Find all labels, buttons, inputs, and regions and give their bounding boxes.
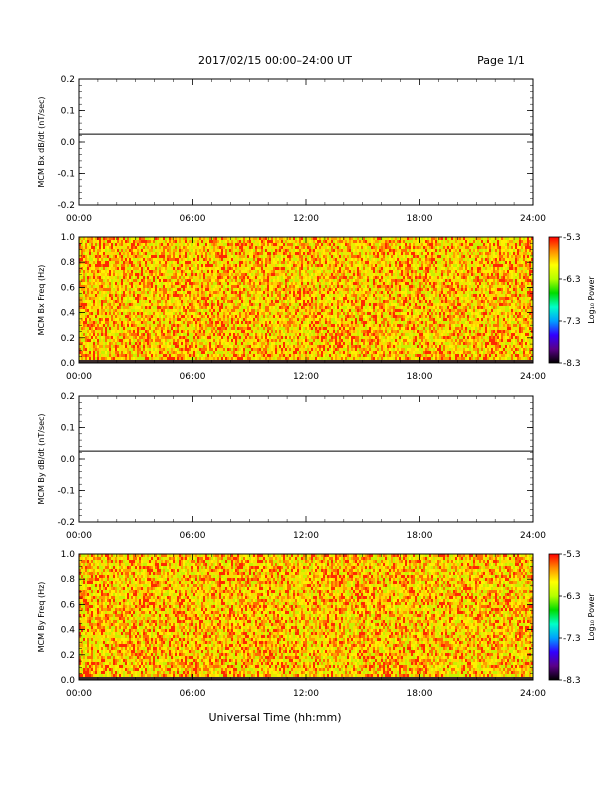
y-tick-label: 0.8	[61, 258, 76, 268]
y-tick-label: 0.0	[61, 676, 76, 686]
y-tick-label: 0.4	[61, 626, 76, 636]
y-tick-label: 0.0	[61, 138, 76, 148]
y-tick-label: 1.0	[61, 233, 76, 243]
y-tick-label: -0.1	[57, 487, 75, 497]
y-axis-label: MCM Bx dB/dt (nT/sec)	[37, 96, 46, 187]
y-tick-label: 0.6	[61, 600, 76, 610]
x-tick-label: 24:00	[520, 372, 546, 382]
spectrogram-cells	[79, 554, 533, 680]
colorbar-tick-label: -6.3	[563, 275, 581, 285]
colorbar-tick-label: -8.3	[563, 359, 581, 369]
y-axis-label: MCM By Freq (Hz)	[37, 582, 46, 653]
y-tick-label: 0.1	[61, 107, 75, 117]
colorbar	[549, 237, 559, 363]
y-tick-label: 0.2	[61, 334, 75, 344]
x-tick-label: 18:00	[407, 372, 433, 382]
x-tick-label: 12:00	[293, 689, 319, 699]
figure-title: 2017/02/15 00:00–24:00 UT	[198, 54, 352, 67]
x-tick-label: 18:00	[407, 689, 433, 699]
colorbar-tick-label: -5.3	[563, 233, 581, 243]
y-tick-label: -0.2	[57, 201, 75, 211]
x-tick-label: 24:00	[520, 689, 546, 699]
colorbar-label: Log₁₀ Power	[587, 593, 596, 641]
colorbar-tick-label: -6.3	[563, 592, 581, 602]
y-tick-label: -0.2	[57, 518, 75, 528]
y-tick-label: 0.8	[61, 575, 76, 585]
x-tick-label: 06:00	[180, 214, 206, 224]
colorbar	[549, 554, 559, 680]
x-tick-label: 06:00	[180, 372, 206, 382]
x-tick-label: 24:00	[520, 214, 546, 224]
panel-3: 0.2 0.1 0.0 -0.1 -0.2 00:00 06:00 12:00 18:00 24:…	[37, 392, 546, 541]
x-tick-label: 12:00	[293, 372, 319, 382]
x-tick-label: 18:00	[407, 214, 433, 224]
panel-4: -5.3 -6.3 -7.3 -8.3 Log₁₀ Power 1.0 0.8 0.6 0.4 0…	[37, 550, 596, 699]
plot-frame	[79, 396, 533, 522]
colorbar-tick-label: -5.3	[563, 550, 581, 560]
x-tick-label: 00:00	[66, 372, 92, 382]
x-tick-label: 24:00	[520, 531, 546, 541]
y-tick-label: 1.0	[61, 550, 76, 560]
y-tick-label: 0.2	[61, 651, 75, 661]
x-tick-label: 00:00	[66, 689, 92, 699]
colorbar-label: Log₁₀ Power	[587, 276, 596, 324]
x-tick-label: 00:00	[66, 214, 92, 224]
x-axis-label: Universal Time (hh:mm)	[209, 711, 342, 724]
colorbar-tick-label: -7.3	[563, 317, 581, 327]
x-tick-label: 06:00	[180, 689, 206, 699]
page-number: Page 1/1	[477, 54, 525, 67]
colorbar-tick-label: -7.3	[563, 634, 581, 644]
y-tick-label: 0.0	[61, 455, 76, 465]
y-tick-label: 0.2	[61, 75, 75, 85]
x-tick-label: 06:00	[180, 531, 206, 541]
panel-1: 0.2 0.1 0.0 -0.1 -0.2 00:00 06:00 12:00 18:00 24:…	[37, 75, 546, 224]
colorbar-tick-label: -8.3	[563, 676, 581, 686]
y-tick-label: 0.6	[61, 283, 76, 293]
y-tick-label: 0.4	[61, 309, 76, 319]
y-axis-label: MCM By dB/dt (nT/sec)	[37, 413, 46, 504]
y-axis-label: MCM Bx Freq (Hz)	[37, 265, 46, 336]
y-tick-label: 0.0	[61, 359, 76, 369]
panel-2: -5.3 -6.3 -7.3 -8.3 Log₁₀ Power 1.0 0.8 0.6 0.4 0…	[37, 233, 596, 382]
x-tick-label: 12:00	[293, 214, 319, 224]
y-tick-label: 0.2	[61, 392, 75, 402]
x-tick-label: 18:00	[407, 531, 433, 541]
spectrogram-cells	[79, 237, 533, 363]
x-tick-label: 00:00	[66, 531, 92, 541]
y-tick-label: 0.1	[61, 424, 75, 434]
plots-group: 0.2 0.1 0.0 -0.1 -0.2 00:00 06:00 12:00 18:00 24:…	[37, 75, 596, 699]
x-tick-label: 12:00	[293, 531, 319, 541]
plot-frame	[79, 79, 533, 205]
y-tick-label: -0.1	[57, 170, 75, 180]
